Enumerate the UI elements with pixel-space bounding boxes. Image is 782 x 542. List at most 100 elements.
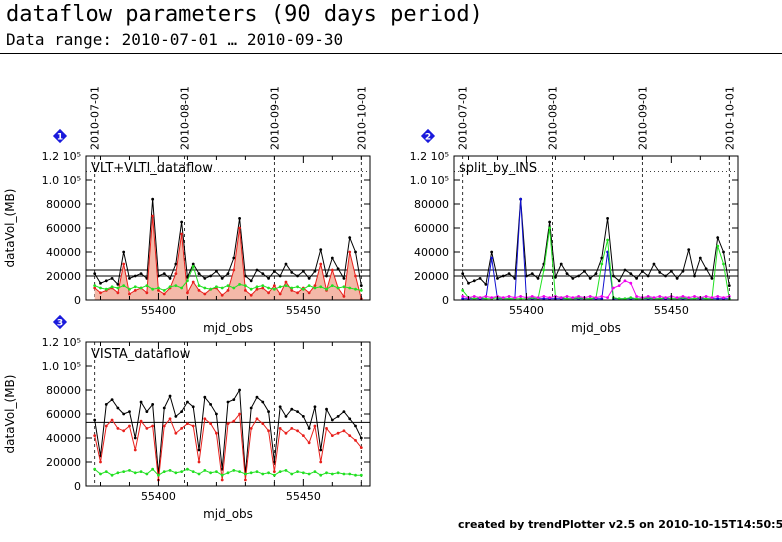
data-point — [122, 470, 126, 473]
data-point — [342, 295, 346, 298]
data-point — [348, 236, 352, 240]
data-point — [145, 427, 149, 430]
data-point — [542, 268, 546, 272]
data-point — [301, 415, 305, 418]
data-point — [139, 419, 143, 423]
data-point — [226, 471, 230, 475]
data-point — [255, 395, 259, 399]
data-point — [348, 286, 352, 290]
x-tick-label: 55450 — [286, 304, 321, 317]
data-point — [319, 460, 323, 464]
data-point — [577, 295, 581, 298]
data-point — [330, 256, 334, 260]
data-point — [191, 470, 195, 473]
data-point — [623, 268, 627, 272]
data-point — [296, 274, 299, 278]
data-point — [348, 250, 352, 254]
data-point — [354, 287, 357, 291]
data-point — [478, 277, 482, 280]
data-point — [226, 284, 230, 287]
data-point — [307, 427, 311, 430]
data-point — [162, 292, 166, 296]
data-point — [110, 285, 114, 289]
data-point — [180, 410, 184, 413]
data-point — [530, 295, 534, 298]
data-point — [162, 272, 166, 275]
data-point — [490, 250, 494, 254]
data-point — [548, 220, 552, 224]
data-point — [267, 410, 270, 413]
title-divider — [0, 53, 782, 54]
data-point — [215, 269, 218, 273]
data-point — [133, 285, 137, 289]
data-point — [174, 471, 178, 475]
data-point — [313, 284, 317, 287]
data-point — [354, 424, 357, 428]
data-point — [215, 470, 218, 473]
page-subtitle: Data range: 2010-07-01 … 2010-09-30 — [6, 30, 344, 49]
data-point — [162, 406, 166, 410]
data-point — [243, 289, 247, 292]
data-point — [716, 295, 720, 298]
data-point — [157, 289, 160, 292]
data-point — [151, 403, 155, 406]
data-point — [133, 436, 137, 440]
data-point — [461, 272, 465, 275]
data-point — [519, 197, 523, 201]
data-point — [307, 277, 311, 280]
data-point — [151, 424, 155, 428]
data-point — [255, 470, 259, 473]
y-tick-label: 40000 — [46, 432, 81, 445]
data-point — [565, 272, 569, 275]
data-point — [116, 283, 120, 286]
data-point — [296, 285, 299, 289]
data-point — [267, 471, 270, 475]
data-point — [93, 286, 97, 290]
panel-number: 1 — [57, 133, 63, 143]
data-point — [243, 472, 247, 476]
data-point — [128, 469, 131, 472]
y-tick-label: 0 — [74, 294, 81, 307]
data-point — [354, 439, 357, 442]
data-point — [348, 434, 352, 437]
data-point — [359, 284, 363, 287]
data-point — [284, 469, 288, 472]
data-point — [93, 467, 97, 471]
data-point — [272, 284, 276, 287]
data-point — [336, 267, 340, 271]
data-point — [319, 285, 323, 289]
data-point — [162, 424, 166, 428]
data-point — [319, 248, 323, 252]
data-point — [267, 429, 270, 433]
data-point — [191, 262, 195, 266]
data-point — [354, 274, 357, 278]
date-tick-label: 2010-07-01 — [89, 86, 102, 150]
data-point — [478, 296, 482, 299]
data-point — [635, 277, 638, 280]
data-point — [301, 287, 305, 291]
data-point — [157, 473, 160, 477]
y-tick-label: 80000 — [414, 198, 449, 211]
data-point — [191, 424, 195, 428]
data-point — [359, 473, 363, 477]
data-point — [342, 429, 346, 433]
y-tick-label: 60000 — [414, 222, 449, 235]
data-point — [484, 295, 488, 298]
data-point — [249, 406, 253, 410]
date-tick-label: 2010-10-01 — [355, 86, 368, 150]
data-point — [325, 407, 328, 411]
data-point — [145, 472, 149, 476]
data-point — [110, 473, 114, 477]
y-tick-label: 40000 — [414, 246, 449, 259]
data-point — [255, 417, 259, 421]
data-point — [191, 265, 195, 268]
data-point — [313, 286, 317, 290]
data-point — [232, 398, 236, 401]
data-point — [249, 279, 253, 283]
data-point — [536, 296, 540, 299]
data-point — [226, 272, 230, 275]
data-point — [145, 291, 149, 295]
data-point — [472, 279, 476, 283]
data-point — [186, 467, 189, 471]
data-point — [203, 417, 207, 421]
